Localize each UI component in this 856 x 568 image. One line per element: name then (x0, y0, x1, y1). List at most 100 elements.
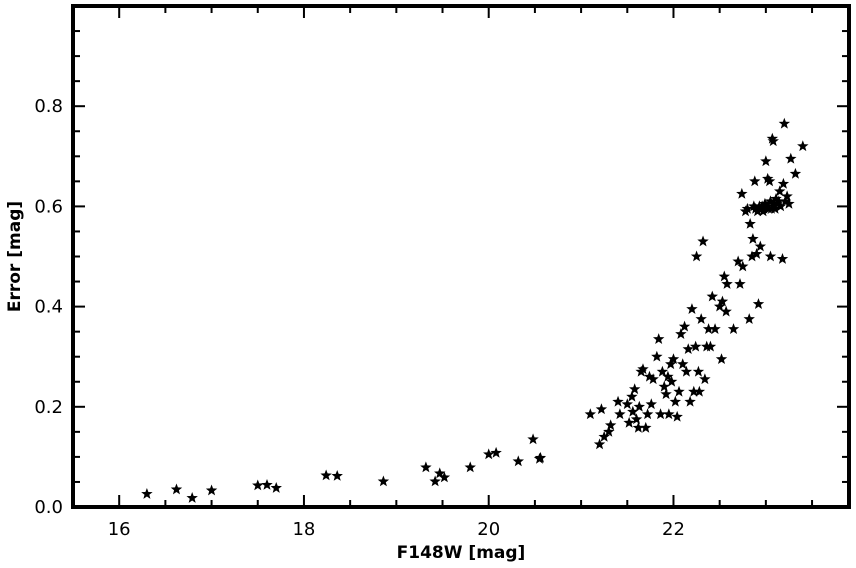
data-point (751, 205, 764, 217)
y-tick-label: 0.0 (34, 497, 63, 518)
data-point (633, 400, 645, 412)
data-point (760, 155, 772, 167)
y-tick-label: 0.2 (34, 397, 63, 418)
data-point (603, 425, 615, 437)
data-point (663, 408, 675, 420)
data-point (141, 487, 153, 499)
axis-ticks (72, 5, 849, 508)
data-point (658, 380, 670, 392)
y-tick-label: 0.4 (34, 297, 63, 318)
data-point (534, 451, 547, 463)
data-point (678, 320, 691, 332)
data-point (746, 250, 758, 262)
data-point (689, 340, 702, 352)
data-point (704, 340, 717, 352)
data-point (741, 202, 754, 214)
data-point (377, 475, 390, 487)
data-point (720, 305, 732, 317)
data-point (331, 469, 343, 481)
data-point (697, 235, 709, 247)
data-point (732, 255, 744, 267)
data-point (684, 395, 696, 407)
data-point (654, 408, 667, 420)
data-point (773, 195, 785, 207)
data-point (320, 469, 332, 481)
data-point (645, 398, 658, 410)
data-point (715, 353, 728, 365)
tick-labels: 16 18 20 22 0.0 0.2 0.4 0.6 0.8 (34, 96, 685, 540)
data-point (420, 461, 432, 473)
data-point (750, 248, 763, 259)
data-point (614, 408, 626, 420)
data-point (737, 260, 749, 272)
data-point (781, 190, 793, 202)
data-point (584, 408, 597, 420)
data-point (640, 421, 652, 433)
data-point (767, 135, 779, 147)
data-point (699, 373, 711, 385)
data-point (261, 478, 273, 490)
data-point (626, 390, 638, 402)
data-point (702, 323, 715, 334)
data-point (669, 395, 682, 407)
plot-frame (71, 4, 851, 509)
data-point (656, 365, 669, 377)
data-point (778, 117, 791, 129)
data-point (490, 446, 502, 458)
y-tick-label: 0.6 (34, 196, 63, 217)
data-point (695, 313, 707, 324)
data-point (749, 202, 762, 214)
x-axis-label: F148W [mag] (397, 543, 526, 563)
data-point (713, 300, 726, 312)
data-point (718, 270, 730, 282)
x-tick-label: 16 (108, 519, 131, 540)
data-point (762, 172, 774, 184)
data-point (632, 421, 645, 433)
x-tick-label: 20 (477, 519, 500, 540)
data-point (671, 410, 683, 422)
data-point (789, 167, 802, 179)
data-point (660, 388, 672, 400)
data-point (734, 278, 746, 289)
data-point (770, 192, 782, 204)
data-point (637, 363, 649, 375)
data-point (748, 200, 760, 212)
data-point (612, 395, 624, 407)
data-point (675, 328, 687, 340)
data-point (688, 385, 700, 397)
data-point (186, 491, 198, 503)
data-point (758, 202, 770, 214)
data-point (754, 240, 767, 252)
data-point (779, 195, 791, 207)
data-point (769, 202, 781, 214)
data-point (483, 448, 495, 460)
data-point (643, 370, 656, 382)
data-point (464, 461, 476, 473)
data-point (434, 467, 446, 479)
data-point (744, 217, 756, 229)
y-axis-label: Error [mag] (5, 201, 25, 312)
data-point (677, 358, 689, 370)
data-point (686, 303, 698, 314)
data-point (716, 295, 729, 307)
data-point (170, 483, 183, 495)
data-point (647, 373, 659, 385)
data-point (623, 416, 635, 428)
data-point (764, 195, 777, 207)
data-point (761, 200, 773, 212)
data-point (665, 358, 677, 370)
data-point (438, 471, 451, 483)
data-point (752, 298, 765, 309)
data-point (749, 175, 761, 187)
data-point (706, 290, 718, 302)
data-point (774, 185, 786, 197)
data-point (270, 481, 282, 493)
data-point (621, 398, 633, 410)
data-point (783, 197, 795, 209)
data-point (641, 408, 654, 420)
data-point (429, 475, 441, 487)
data-point (628, 383, 641, 395)
data-point (743, 313, 755, 324)
data-point (512, 455, 524, 467)
